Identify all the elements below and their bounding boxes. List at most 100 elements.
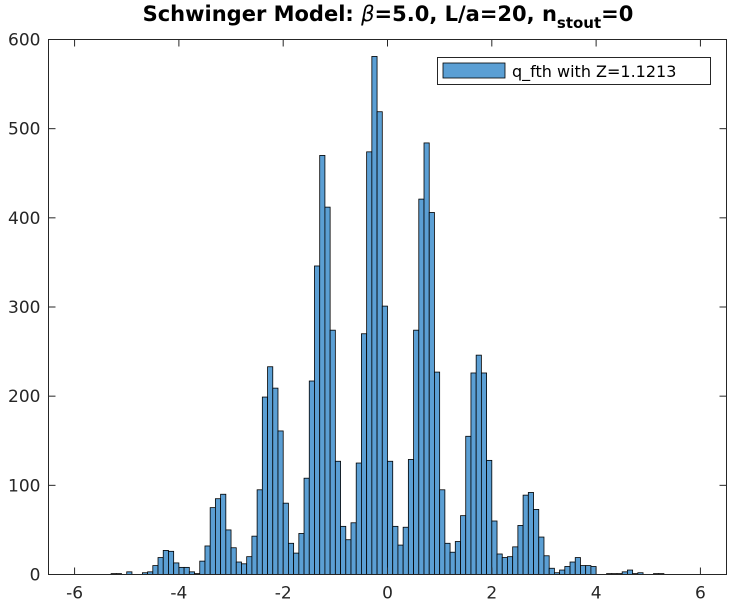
y-tick-label: 100 [8, 476, 40, 496]
histogram-bar [543, 555, 550, 575]
histogram-bar [162, 550, 169, 575]
x-tick-label: -2 [275, 584, 292, 604]
y-tick-label: 400 [8, 209, 40, 229]
histogram-bar [225, 529, 232, 575]
histogram-bar [298, 533, 305, 575]
histogram-bar [277, 430, 284, 575]
histogram-bar [152, 565, 159, 575]
histogram-bar [334, 460, 341, 575]
chart-title: Schwinger Model: β=5.0, L/a=20, nstout=0 [143, 2, 634, 32]
x-tick-label: 4 [591, 584, 602, 604]
x-tick-label: 2 [486, 584, 497, 604]
histogram-bar [246, 556, 253, 575]
histogram-bar [428, 212, 435, 575]
y-tick-label: 500 [8, 120, 40, 140]
title-middle: =5.0, L/a=20, n [375, 2, 557, 26]
histogram-bar [256, 489, 263, 575]
histogram-bar [585, 565, 592, 575]
histogram-bar [267, 366, 274, 575]
histogram-bar [392, 525, 399, 575]
histogram-bar [235, 561, 242, 575]
legend-label: q_fth with Z=1.1213 [512, 62, 676, 82]
histogram-bar [512, 546, 519, 575]
title-prefix: Schwinger Model: [143, 2, 362, 26]
histogram-bar [288, 542, 295, 575]
histogram-bar [460, 515, 467, 575]
histogram-bar [548, 567, 555, 575]
histogram-bar [475, 354, 482, 575]
legend-box: q_fth with Z=1.1213 [437, 57, 711, 85]
histogram-bar [533, 509, 540, 575]
histogram-bar [590, 566, 597, 575]
histogram-bar [564, 566, 571, 575]
histogram-bar [413, 329, 420, 575]
histogram-bar [199, 560, 206, 575]
histogram-bar [350, 522, 357, 575]
histogram-bar [282, 502, 289, 575]
histogram-bar [465, 435, 472, 575]
x-tick-label: -4 [170, 584, 187, 604]
y-tick-label: 600 [8, 31, 40, 51]
histogram-bar [303, 477, 310, 575]
histogram-bar [480, 372, 488, 575]
histogram-bar [486, 459, 493, 575]
histogram-bar [324, 206, 331, 575]
histogram-bar [308, 380, 315, 575]
histogram-bar [366, 151, 373, 575]
x-tick-label: 0 [382, 584, 393, 604]
title-subscript: stout [557, 14, 601, 32]
title-beta-symbol: β [360, 2, 374, 26]
y-tick-label: 0 [30, 566, 41, 586]
histogram-bar [214, 498, 222, 575]
histogram-bar [293, 552, 300, 575]
histogram-bar [439, 489, 446, 575]
histogram-bar [580, 565, 587, 575]
histogram-bar [376, 111, 383, 575]
histogram-bar [434, 371, 441, 575]
histogram-bar [496, 553, 503, 575]
histogram-bar [355, 462, 362, 575]
histogram-bar [261, 396, 268, 575]
histogram-bar [559, 569, 566, 575]
histogram-bar [178, 566, 185, 575]
histogram-bar [507, 556, 514, 575]
histogram-bar [220, 493, 227, 575]
histogram-bar [527, 492, 534, 575]
histogram-bar [319, 155, 326, 575]
histogram-bar [371, 56, 378, 575]
histogram-bar [272, 387, 279, 575]
histogram-bar [454, 541, 461, 575]
histogram-bar [574, 557, 581, 575]
title-suffix: =0 [601, 2, 633, 26]
y-tick-label: 300 [8, 298, 40, 318]
histogram-bar [345, 539, 352, 575]
legend-swatch [442, 62, 506, 79]
histogram-bar [340, 525, 347, 575]
axes-layer: -6 -4 -2 0 2 4 6 0 100 200 300 400 500 600 [8, 31, 727, 604]
histogram-bar [569, 561, 576, 575]
histogram-bar [183, 566, 190, 575]
histogram-bar [251, 535, 258, 575]
histogram-bar [168, 550, 175, 575]
histogram-bar [501, 557, 508, 575]
histogram-bar [522, 494, 529, 575]
x-tick-label: 6 [695, 584, 706, 604]
histogram-bar [157, 557, 164, 575]
histogram-bar [449, 551, 456, 575]
histogram-bar [241, 563, 248, 575]
histogram-bar [627, 569, 634, 575]
histogram-bar [314, 265, 321, 575]
histogram-bar [407, 459, 414, 575]
histogram-bar [204, 545, 211, 575]
histogram-bar [423, 142, 430, 575]
x-tick-label: -6 [66, 584, 83, 604]
histogram-bar [209, 507, 216, 575]
histogram-bar [538, 536, 545, 575]
histogram-bar [470, 372, 477, 575]
histogram-bar [173, 562, 180, 575]
histogram-bar [397, 544, 404, 575]
histogram-bar [402, 526, 409, 575]
histogram-bar [361, 333, 368, 575]
